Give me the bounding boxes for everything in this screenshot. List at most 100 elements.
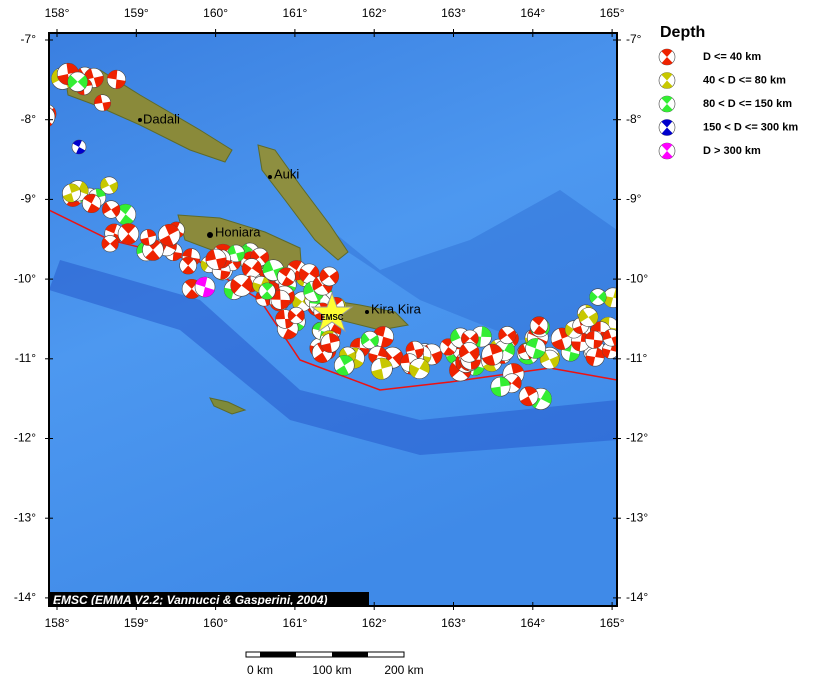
- beachball: [205, 248, 227, 270]
- beachball-quadrant: [661, 96, 673, 112]
- beachball: [270, 289, 291, 310]
- lon-label: 164°: [520, 6, 545, 20]
- beachball: [102, 200, 121, 219]
- beachball: [658, 119, 676, 136]
- beachball-bg: [658, 95, 676, 113]
- beachball-quadrant: [275, 309, 295, 329]
- beachball: [93, 94, 112, 112]
- beachball-quadrant: [441, 338, 455, 356]
- beachball-quadrant: [105, 223, 123, 243]
- trench-deep: [49, 260, 617, 455]
- beachball-bg: [49, 106, 56, 127]
- beachball: [71, 139, 87, 155]
- lon-label: 159°: [124, 6, 149, 20]
- beachball-quadrant: [661, 143, 673, 159]
- beachball-quadrant: [288, 309, 305, 322]
- beachball-quadrant: [195, 277, 215, 297]
- lat-label: -8°: [21, 112, 37, 126]
- beachball-quadrant: [602, 329, 617, 346]
- beachball: [319, 266, 340, 287]
- beachball-quadrant: [312, 277, 333, 294]
- beachball-quadrant: [540, 351, 560, 368]
- beachball-quadrant: [579, 309, 598, 325]
- beachball-quadrant: [242, 260, 262, 276]
- lon-label: 163°: [441, 616, 466, 630]
- beachball: [227, 244, 245, 263]
- beachball-quadrant: [83, 194, 100, 213]
- beachball: [287, 306, 305, 324]
- lat-label: -14°: [14, 590, 36, 604]
- beachball-quadrant: [159, 224, 179, 246]
- beachball: [333, 355, 355, 376]
- lat-label: -12°: [14, 431, 36, 445]
- beachball-quadrant: [182, 256, 195, 275]
- beachball-quadrant: [529, 389, 552, 409]
- beachball-quadrant: [62, 183, 80, 203]
- beachball: [481, 343, 504, 366]
- beachball-quadrant: [140, 229, 156, 246]
- legend-label: D > 300 km: [703, 145, 761, 157]
- beachball: [458, 342, 480, 363]
- beachball: [139, 229, 157, 246]
- beachball-quadrant: [84, 68, 104, 88]
- beachball-quadrant: [482, 344, 503, 366]
- island-rennell: [209, 397, 247, 415]
- credit: EMSC (EMMA V2.2; Vannucci & Gasperini, 2…: [53, 593, 328, 607]
- beachball: [67, 71, 88, 92]
- basin: [270, 180, 617, 340]
- legend-label: 150 < D <= 300 km: [703, 121, 798, 133]
- beachball: [525, 338, 546, 359]
- frame: [48, 32, 618, 607]
- lat-label: -14°: [626, 590, 648, 604]
- place-dot: [365, 310, 369, 314]
- lat-label: -10°: [14, 271, 36, 285]
- beachball: [658, 72, 676, 89]
- lon-label: 158°: [45, 6, 70, 20]
- beachball: [578, 307, 599, 327]
- events: [49, 62, 617, 410]
- beachball-quadrant: [371, 358, 392, 380]
- place-dot: [138, 118, 142, 122]
- lat-label: -7°: [21, 32, 37, 46]
- lat-label: -12°: [626, 431, 648, 445]
- beachball-bg: [658, 142, 676, 160]
- beachball: [589, 288, 607, 306]
- beachball-quadrant: [602, 342, 617, 359]
- beachball-quadrant: [409, 359, 430, 378]
- lon-label: 159°: [124, 616, 149, 630]
- legend-label: 40 < D <= 80 km: [703, 74, 786, 86]
- beachball: [658, 48, 676, 66]
- legend: D <= 40 km 40 < D <= 80 km 80 < D <= 150 k…: [658, 48, 798, 160]
- lat-label: -8°: [626, 112, 642, 126]
- scale-bar-seg: [260, 652, 296, 657]
- beachball-quadrant: [94, 94, 111, 111]
- beachball-quadrant: [250, 250, 269, 264]
- beachball-quadrant: [661, 119, 673, 136]
- beachball: [49, 106, 56, 127]
- lat-label: -10°: [626, 271, 648, 285]
- beachball-quadrant: [350, 338, 370, 358]
- beachball: [158, 224, 181, 247]
- beachball-quadrant: [585, 330, 603, 349]
- beachball-quadrant: [526, 338, 545, 359]
- beachball-quadrant: [461, 332, 479, 345]
- graticule: 158° 158° 159° 159° 160° 160° 161° 161° 162° 162°…: [14, 6, 649, 630]
- scale-bar-frame: [245, 651, 405, 658]
- beachball: [360, 330, 379, 349]
- lat-label: -9°: [21, 192, 37, 206]
- lat-label: -11°: [626, 351, 647, 365]
- beachball-quadrant: [67, 75, 88, 89]
- beachball: [539, 349, 560, 370]
- lat-label: -9°: [626, 192, 642, 206]
- beachball-quadrant: [57, 63, 79, 85]
- beachball-quadrant: [585, 348, 605, 366]
- beachball-quadrant: [405, 341, 424, 359]
- scale-bar: 0 km 100 km 200 km: [245, 651, 424, 677]
- beachball-quadrant: [321, 333, 340, 353]
- beachball-quadrant: [589, 291, 607, 303]
- beachball-quadrant: [361, 333, 379, 347]
- scale-label: 200 km: [384, 663, 423, 677]
- beachball-quadrant: [319, 269, 339, 284]
- beachball: [498, 326, 517, 345]
- epicenter-star: [310, 291, 354, 333]
